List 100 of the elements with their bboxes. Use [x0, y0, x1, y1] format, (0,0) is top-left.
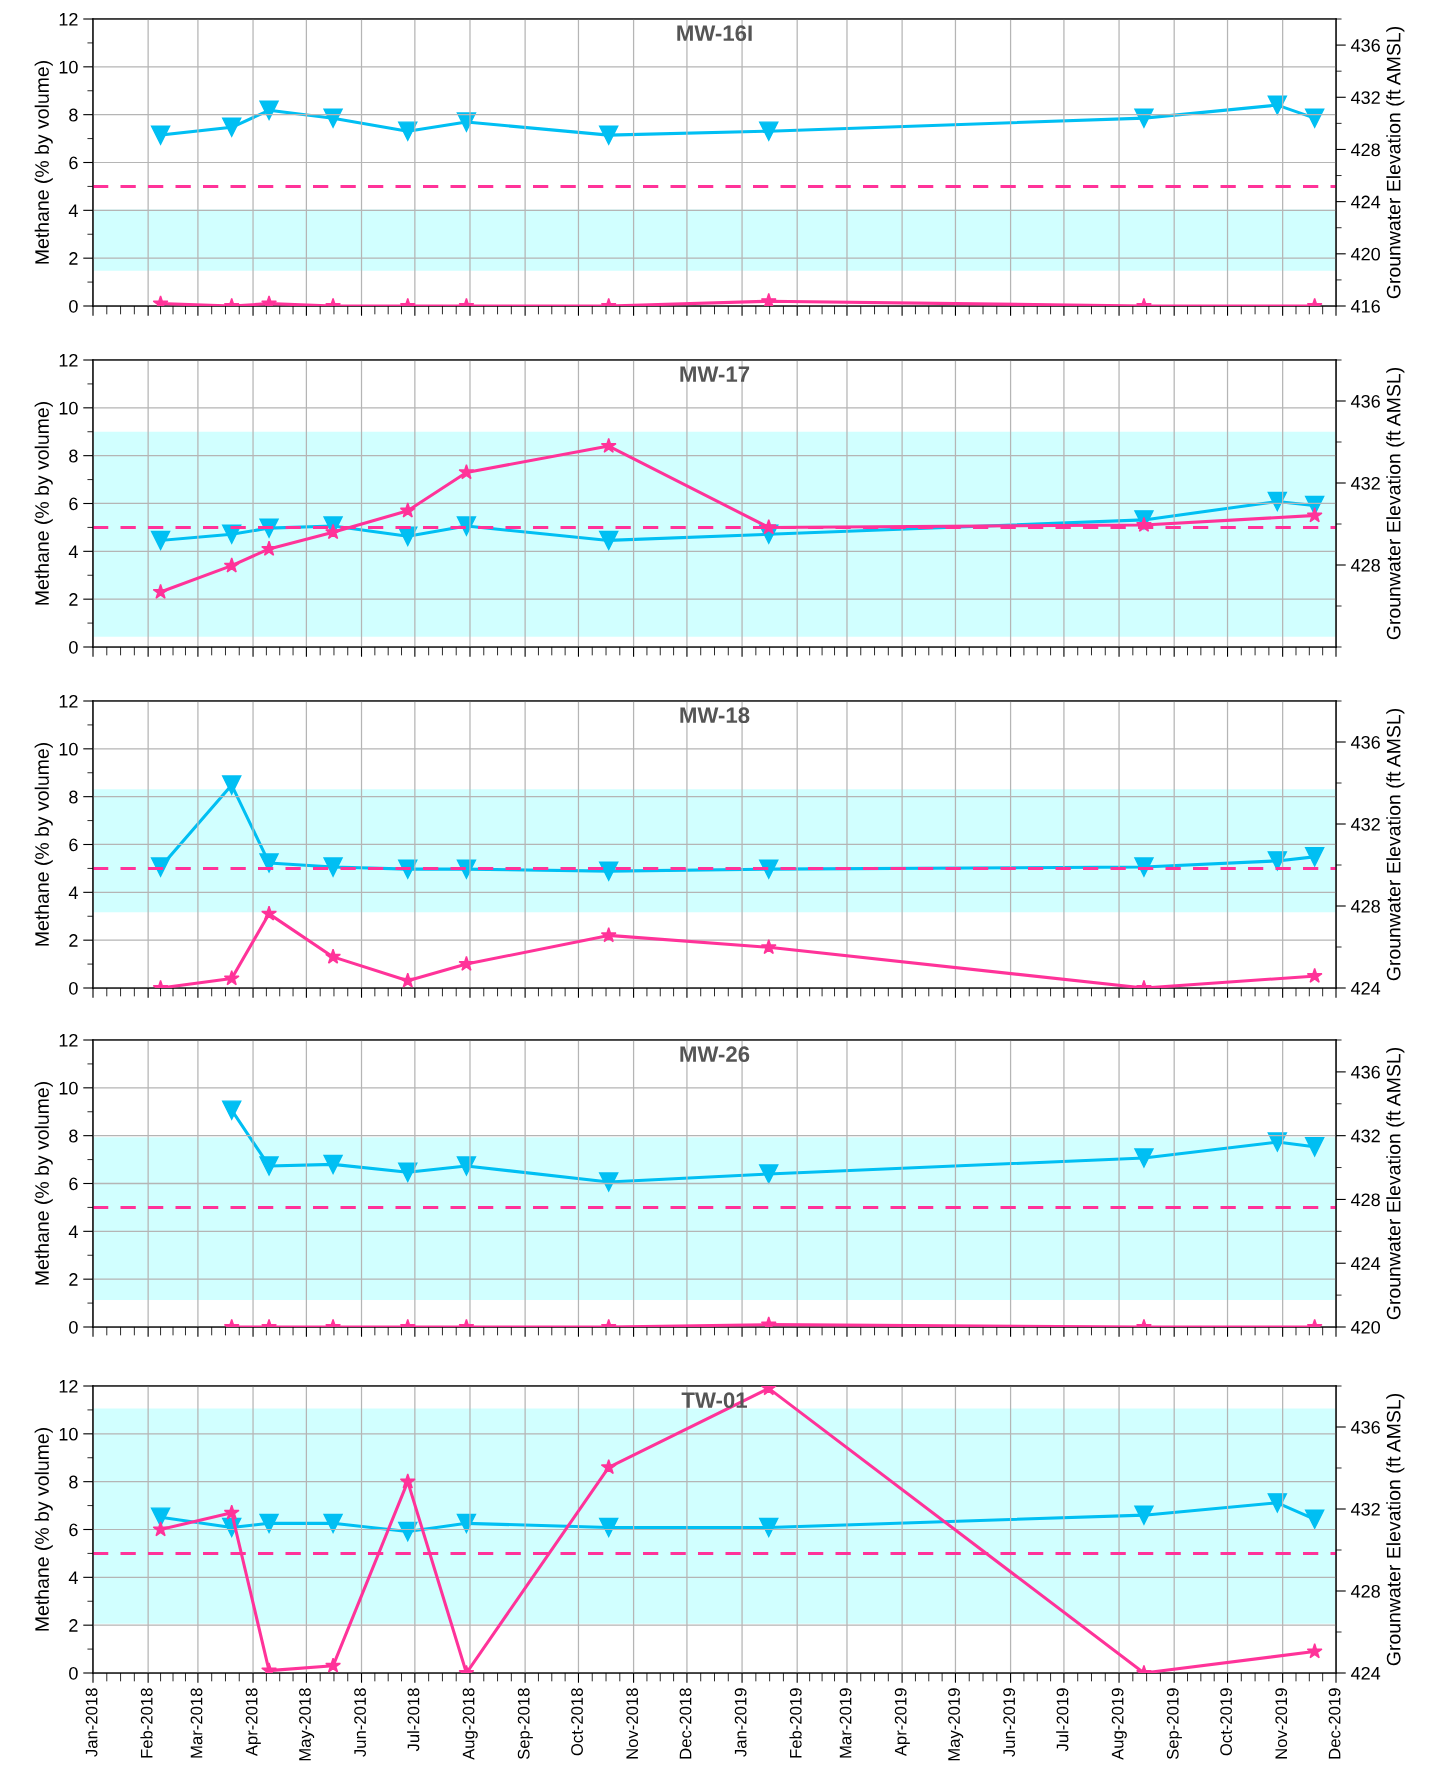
x-tick-label: Feb-2018: [140, 1688, 153, 1758]
y-tick-label: 0: [69, 981, 78, 995]
y-tick-label: 4: [68, 545, 78, 558]
chart-title: MW-18: [680, 707, 750, 724]
point: [325, 948, 342, 964]
y2-tick-label: 420: [1351, 247, 1380, 261]
y-tick-label: 2: [69, 252, 78, 265]
y2-axis-title: Grounwater Elevation (ft AMSL): [1386, 1047, 1405, 1320]
point: [259, 1513, 279, 1534]
y-tick-label: 2: [69, 1273, 78, 1286]
point: [259, 853, 279, 873]
x-tick-label: Nov-2019: [1275, 1688, 1288, 1759]
point: [1135, 516, 1152, 532]
point: [759, 121, 779, 141]
y-tick-label: 10: [59, 60, 78, 74]
point: [152, 1521, 169, 1537]
x-tick-label: Feb-2019: [789, 1688, 802, 1758]
y2-tick-label: 424: [1351, 1666, 1381, 1680]
point: [760, 519, 777, 535]
point: [600, 437, 617, 453]
y-tick-label: 6: [69, 1523, 78, 1537]
y-tick-label: 0: [69, 299, 78, 313]
point: [223, 1504, 240, 1520]
x-tick-label: Oct-2019: [1220, 1688, 1232, 1756]
point: [598, 861, 619, 881]
x-tick-label: May-2018: [299, 1688, 315, 1761]
y-tick-label: 10: [59, 1081, 78, 1095]
x-tick-label: Dec-2018: [679, 1688, 692, 1759]
y-tick-label: 8: [69, 108, 78, 122]
point: [1267, 851, 1288, 871]
point: [1267, 1132, 1288, 1152]
y-tick-label: 2: [69, 593, 78, 606]
x-tick-label: Jul-2018: [407, 1688, 420, 1752]
y2-tick-label: 416: [1351, 299, 1380, 313]
y2-tick-label: 432: [1351, 476, 1380, 490]
y-axis-title: Methane (% by volume): [34, 61, 53, 264]
y-tick-label: 12: [59, 694, 78, 708]
y-tick-label: 8: [69, 790, 78, 804]
point: [1267, 1493, 1288, 1513]
point: [398, 121, 418, 141]
point: [1306, 967, 1323, 983]
x-tick-label: Mar-2019: [839, 1688, 852, 1758]
y-tick-label: 8: [69, 1129, 78, 1143]
point: [598, 530, 619, 551]
y-axis-title: Methane (% by volume): [34, 743, 53, 946]
point: [223, 970, 240, 986]
point: [399, 1473, 416, 1489]
point: [323, 857, 343, 877]
y-tick-label: 4: [68, 886, 78, 899]
point: [1304, 847, 1325, 867]
x-tick-label: Jan-2018: [85, 1688, 98, 1757]
y-tick-label: 0: [69, 1666, 78, 1680]
chart-title: MW-17: [680, 366, 750, 382]
y-axis-title: Methane (% by volume): [34, 1082, 53, 1285]
chart-title: MW-16I: [677, 25, 752, 42]
y-tick-label: 12: [59, 1033, 78, 1047]
point: [399, 502, 416, 518]
y2-axis-title: Grounwater Elevation (ft AMSL): [1386, 367, 1405, 640]
y2-axis-title: Grounwater Elevation (ft AMSL): [1386, 26, 1405, 299]
point: [399, 972, 416, 988]
y-tick-label: 12: [59, 353, 78, 367]
y2-tick-label: 424: [1351, 981, 1381, 995]
point: [150, 125, 171, 145]
point: [259, 1156, 279, 1176]
y-tick-label: 6: [69, 156, 78, 170]
y-tick-label: 4: [68, 204, 78, 217]
point: [759, 1517, 779, 1538]
chart-title: MW-26: [680, 1046, 750, 1063]
x-tick-label: May-2019: [948, 1688, 964, 1761]
y-tick-label: 8: [69, 449, 78, 463]
y-tick-label: 0: [69, 1320, 78, 1334]
y2-tick-label: 428: [1351, 143, 1380, 157]
point: [600, 927, 617, 943]
point: [598, 1172, 619, 1192]
point: [458, 464, 475, 480]
x-tick-label: Jul-2019: [1056, 1688, 1069, 1752]
point: [1134, 1148, 1154, 1168]
x-tick-label: Jun-2019: [1003, 1688, 1016, 1757]
point: [398, 1521, 418, 1542]
y-tick-label: 8: [69, 1475, 78, 1489]
point: [150, 530, 171, 551]
point: [261, 905, 278, 921]
y-tick-label: 0: [69, 640, 78, 654]
y2-tick-label: 436: [1351, 394, 1380, 408]
y2-tick-label: 432: [1351, 1129, 1380, 1143]
point: [1267, 95, 1288, 115]
point: [759, 1164, 779, 1184]
point: [323, 1154, 343, 1175]
chart-title: TW-01: [681, 1392, 747, 1409]
y2-tick-label: 436: [1351, 39, 1380, 52]
y-tick-label: 10: [59, 401, 78, 415]
y-tick-label: 6: [69, 838, 78, 852]
x-tick-label: Jan-2019: [734, 1688, 747, 1757]
point: [458, 955, 475, 971]
x-tick-label: Jun-2018: [354, 1688, 366, 1757]
point: [1134, 108, 1154, 128]
x-tick-label: Apr-2019: [894, 1688, 910, 1757]
y2-tick-label: 432: [1351, 1502, 1380, 1516]
y-tick-label: 6: [69, 497, 78, 511]
y-axis-title: Methane (% by volume): [34, 402, 53, 605]
